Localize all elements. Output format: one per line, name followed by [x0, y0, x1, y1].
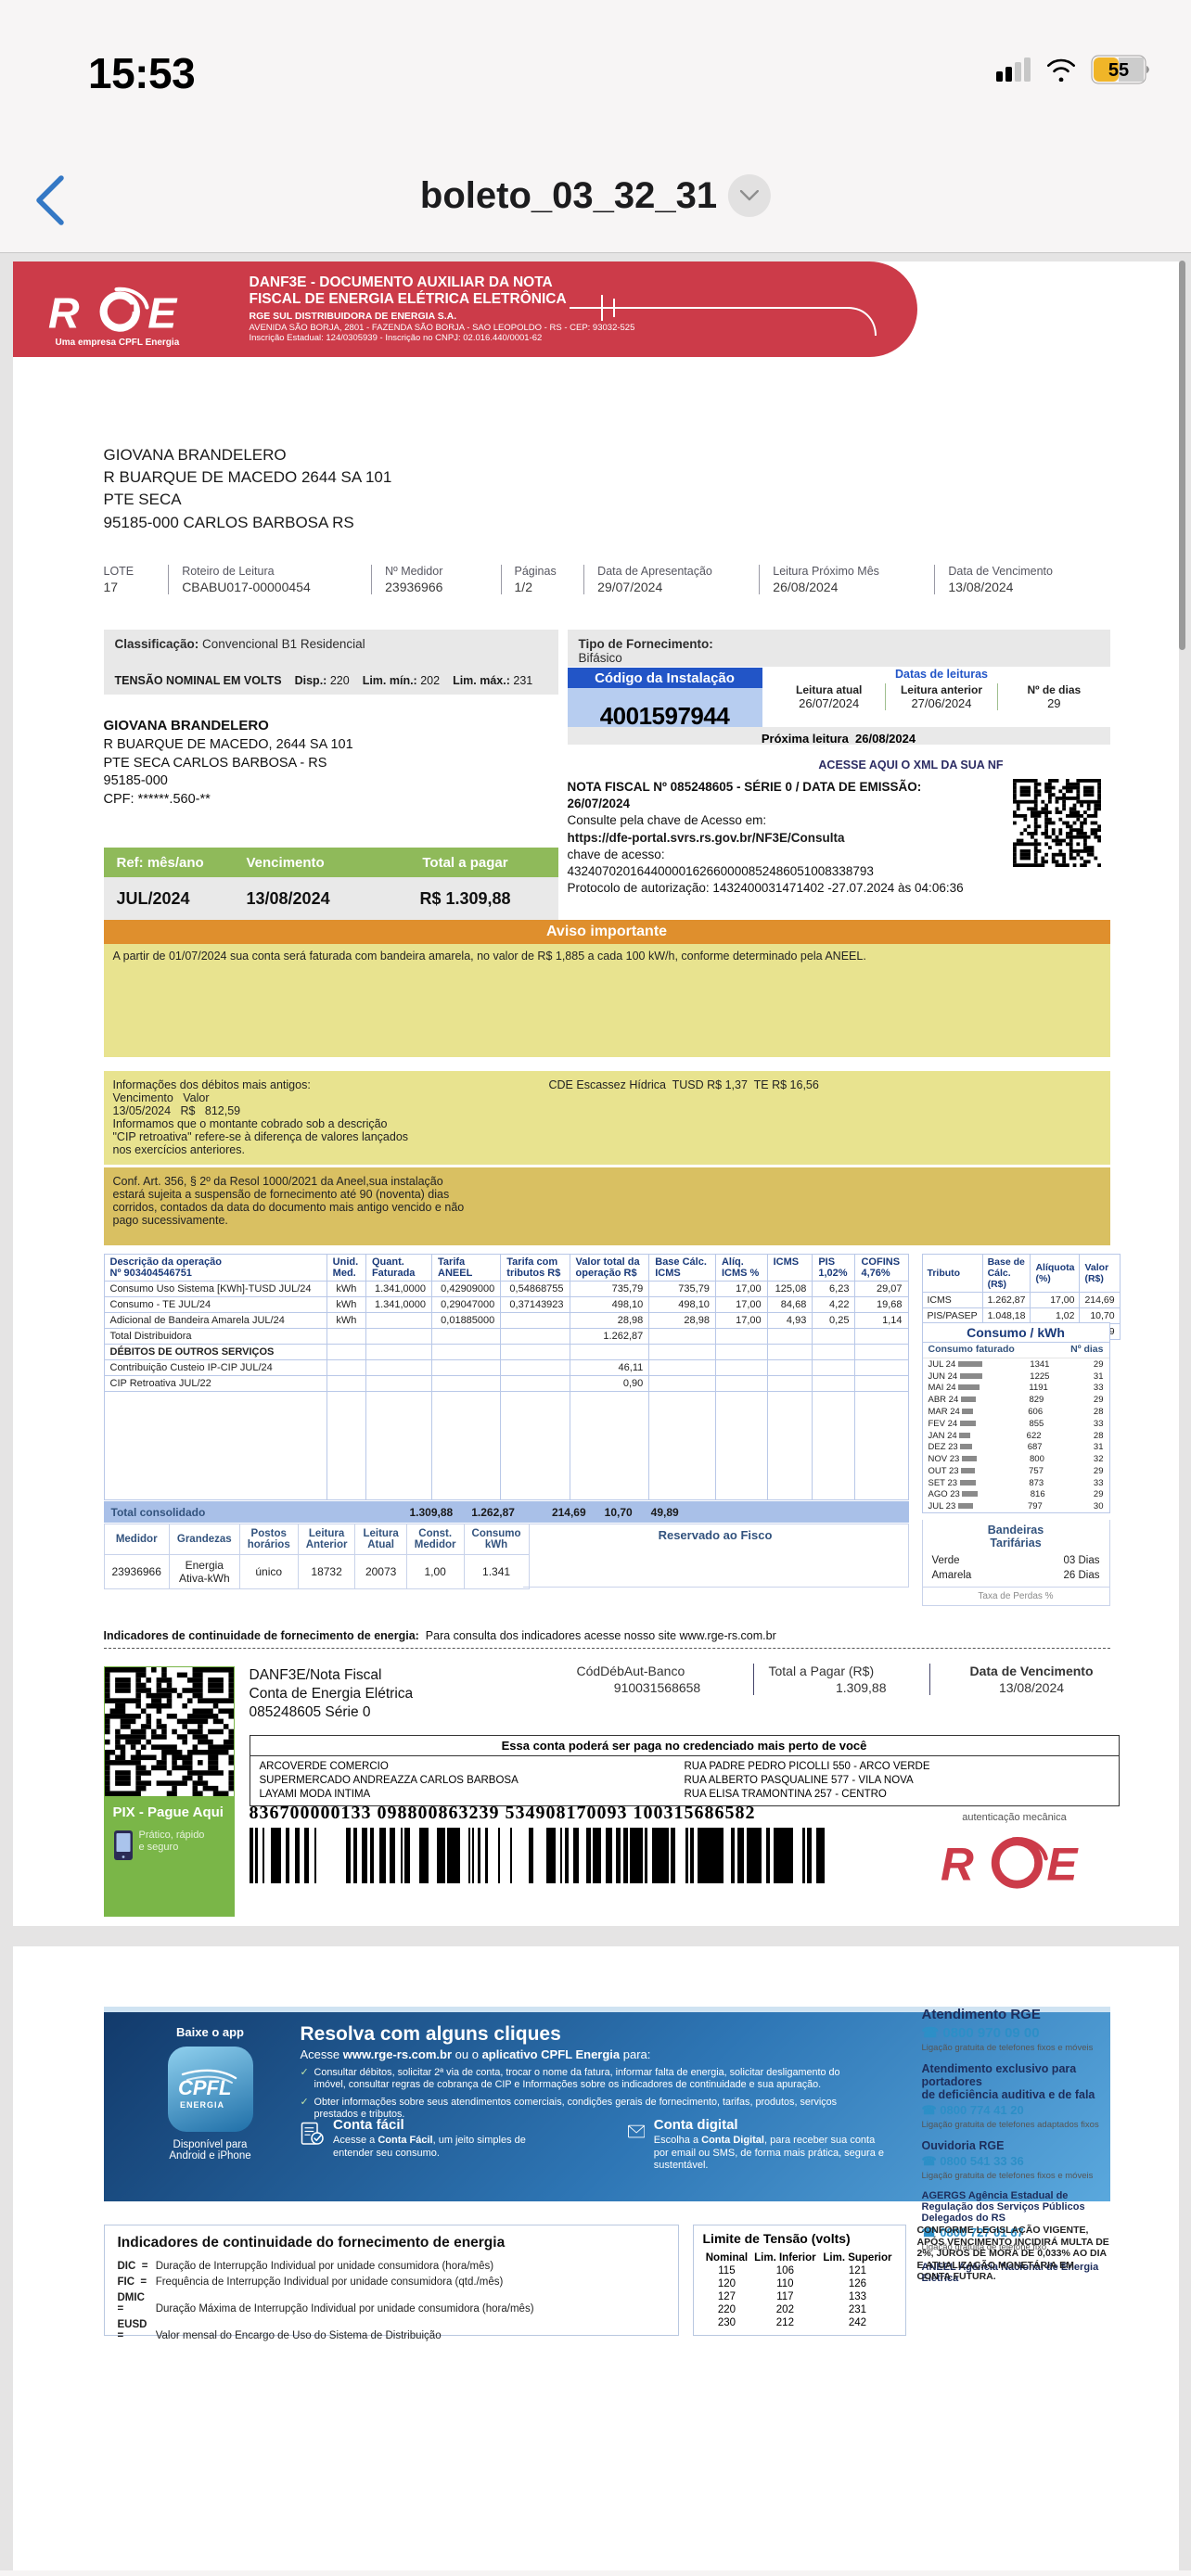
svg-text:R: R: [941, 1838, 974, 1890]
svg-text:R: R: [48, 288, 80, 337]
svg-text:ENERGIA: ENERGIA: [180, 2100, 224, 2110]
svg-text:E: E: [147, 288, 178, 337]
svg-text:E: E: [1046, 1838, 1079, 1890]
svg-text:55: 55: [1108, 60, 1129, 81]
